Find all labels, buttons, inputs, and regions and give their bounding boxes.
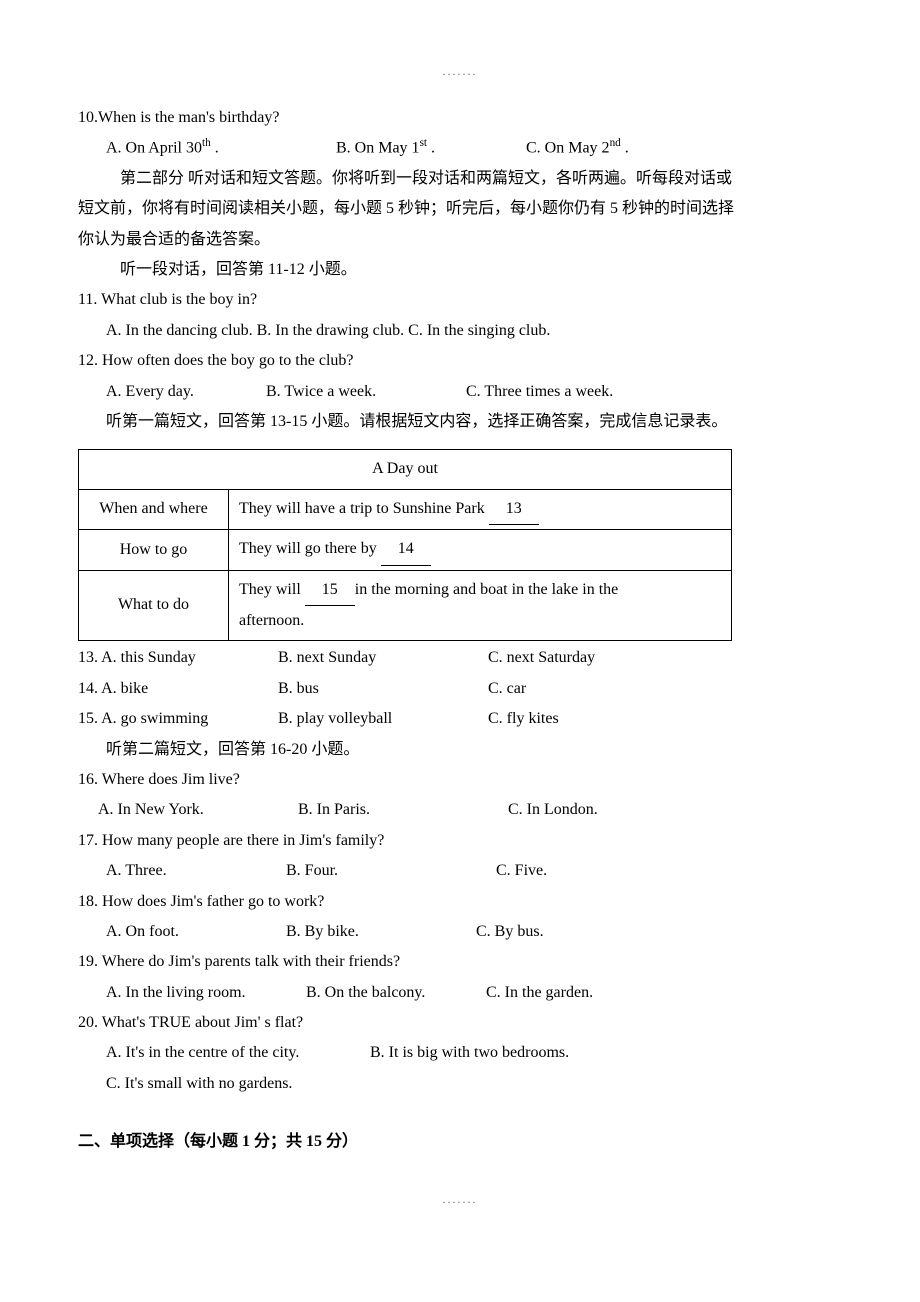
q15-opt-b: B. play volleyball <box>278 704 488 734</box>
listen-passage-2: 听第二篇短文，回答第 16-20 小题。 <box>78 735 842 765</box>
q14-row: 14. A. bike B. bus C. car <box>78 674 842 704</box>
q14-opt-b: B. bus <box>278 674 488 704</box>
q18-opt-a: A. On foot. <box>106 917 286 947</box>
table-row-1: When and where They will have a trip to … <box>79 489 732 529</box>
part2-intro-line3: 你认为最合适的备选答案。 <box>78 225 842 255</box>
q18-text: 18. How does Jim's father go to work? <box>78 887 842 917</box>
q10-opt-a: A. On April 30th . <box>106 133 336 164</box>
q10-opt-b: B. On May 1st . <box>336 133 526 164</box>
blank-14: 14 <box>381 534 431 565</box>
listen-passage-1: 听第一篇短文，回答第 13-15 小题。请根据短文内容，选择正确答案，完成信息记… <box>78 407 842 437</box>
q10-text: 10.When is the man's birthday? <box>78 103 842 133</box>
table-row-3: What to do They will 15 in the morning a… <box>79 570 732 641</box>
q16-opt-c: C. In London. <box>508 795 842 825</box>
bottom-dots-decor: ....... <box>78 1188 842 1211</box>
q10-options: A. On April 30th . B. On May 1st . C. On… <box>78 133 842 164</box>
q18-opt-b: B. By bike. <box>286 917 476 947</box>
q17-options: A. Three. B. Four. C. Five. <box>78 856 842 886</box>
listen-dialog-1: 听一段对话，回答第 11-12 小题。 <box>78 255 842 285</box>
q12-opt-a: A. Every day. <box>106 377 266 407</box>
q20-opt-c: C. It's small with no gardens. <box>106 1075 292 1092</box>
q19-opt-b: B. On the balcony. <box>306 978 486 1008</box>
part2-intro-line2: 短文前，你将有时间阅读相关小题，每小题 5 秒钟；听完后，每小题你仍有 5 秒钟… <box>78 194 842 224</box>
q17-text: 17. How many people are there in Jim's f… <box>78 826 842 856</box>
q20-options-line2: C. It's small with no gardens. <box>78 1069 842 1099</box>
q18-opt-c: C. By bus. <box>476 917 842 947</box>
table-title-row: A Day out <box>79 450 732 489</box>
table-row1-label: When and where <box>79 489 229 529</box>
q17-opt-a: A. Three. <box>106 856 286 886</box>
table-row3-content: They will 15 in the morning and boat in … <box>229 570 732 641</box>
q20-text: 20. What's TRUE about Jim' s flat? <box>78 1008 842 1038</box>
table-row-2: How to go They will go there by 14 <box>79 530 732 570</box>
part2-intro-line1: 第二部分 听对话和短文答题。你将听到一段对话和两篇短文，各听两遍。听每段对话或 <box>78 164 842 194</box>
q12-opt-b: B. Twice a week. <box>266 377 466 407</box>
q19-opt-c: C. In the garden. <box>486 978 842 1008</box>
page-container: ....... 10.When is the man's birthday? A… <box>0 0 920 1302</box>
table-title: A Day out <box>79 450 732 489</box>
q13-row: 13. A. this Sunday B. next Sunday C. nex… <box>78 643 842 673</box>
q19-options: A. In the living room. B. On the balcony… <box>78 978 842 1008</box>
top-dots-decor: ....... <box>78 60 842 83</box>
q15-opt-a: 15. A. go swimming <box>78 704 278 734</box>
q19-text: 19. Where do Jim's parents talk with the… <box>78 947 842 977</box>
q12-options: A. Every day. B. Twice a week. C. Three … <box>78 377 842 407</box>
q14-opt-a: 14. A. bike <box>78 674 278 704</box>
q12-text: 12. How often does the boy go to the clu… <box>78 346 842 376</box>
q10-opt-c: C. On May 2nd . <box>526 133 842 164</box>
q20-options-line1: A. It's in the centre of the city. B. It… <box>78 1038 842 1068</box>
blank-15: 15 <box>305 575 355 606</box>
q12-opt-c: C. Three times a week. <box>466 377 842 407</box>
q17-opt-c: C. Five. <box>496 856 842 886</box>
table-row2-content: They will go there by 14 <box>229 530 732 570</box>
q15-opt-c: C. fly kites <box>488 704 842 734</box>
info-table: A Day out When and where They will have … <box>78 449 732 641</box>
table-row1-content: They will have a trip to Sunshine Park 1… <box>229 489 732 529</box>
q20-opt-a: A. It's in the centre of the city. <box>106 1038 366 1068</box>
table-row2-label: How to go <box>79 530 229 570</box>
table-row3-label: What to do <box>79 570 229 641</box>
q16-options: A. In New York. B. In Paris. C. In Londo… <box>78 795 842 825</box>
q13-opt-b: B. next Sunday <box>278 643 488 673</box>
q19-opt-a: A. In the living room. <box>106 978 306 1008</box>
q17-opt-b: B. Four. <box>286 856 496 886</box>
q16-opt-b: B. In Paris. <box>298 795 508 825</box>
q11-options: A. In the dancing club. B. In the drawin… <box>78 316 842 346</box>
q15-row: 15. A. go swimming B. play volleyball C.… <box>78 704 842 734</box>
q20-opt-b: B. It is big with two bedrooms. <box>370 1044 569 1061</box>
q14-opt-c: C. car <box>488 674 842 704</box>
q18-options: A. On foot. B. By bike. C. By bus. <box>78 917 842 947</box>
q16-text: 16. Where does Jim live? <box>78 765 842 795</box>
section-2-title: 二、单项选择（每小题 1 分；共 15 分） <box>78 1127 842 1157</box>
blank-13: 13 <box>489 494 539 525</box>
q11-text: 11. What club is the boy in? <box>78 285 842 315</box>
q16-opt-a: A. In New York. <box>98 795 298 825</box>
q13-opt-a: 13. A. this Sunday <box>78 643 278 673</box>
q13-opt-c: C. next Saturday <box>488 643 842 673</box>
